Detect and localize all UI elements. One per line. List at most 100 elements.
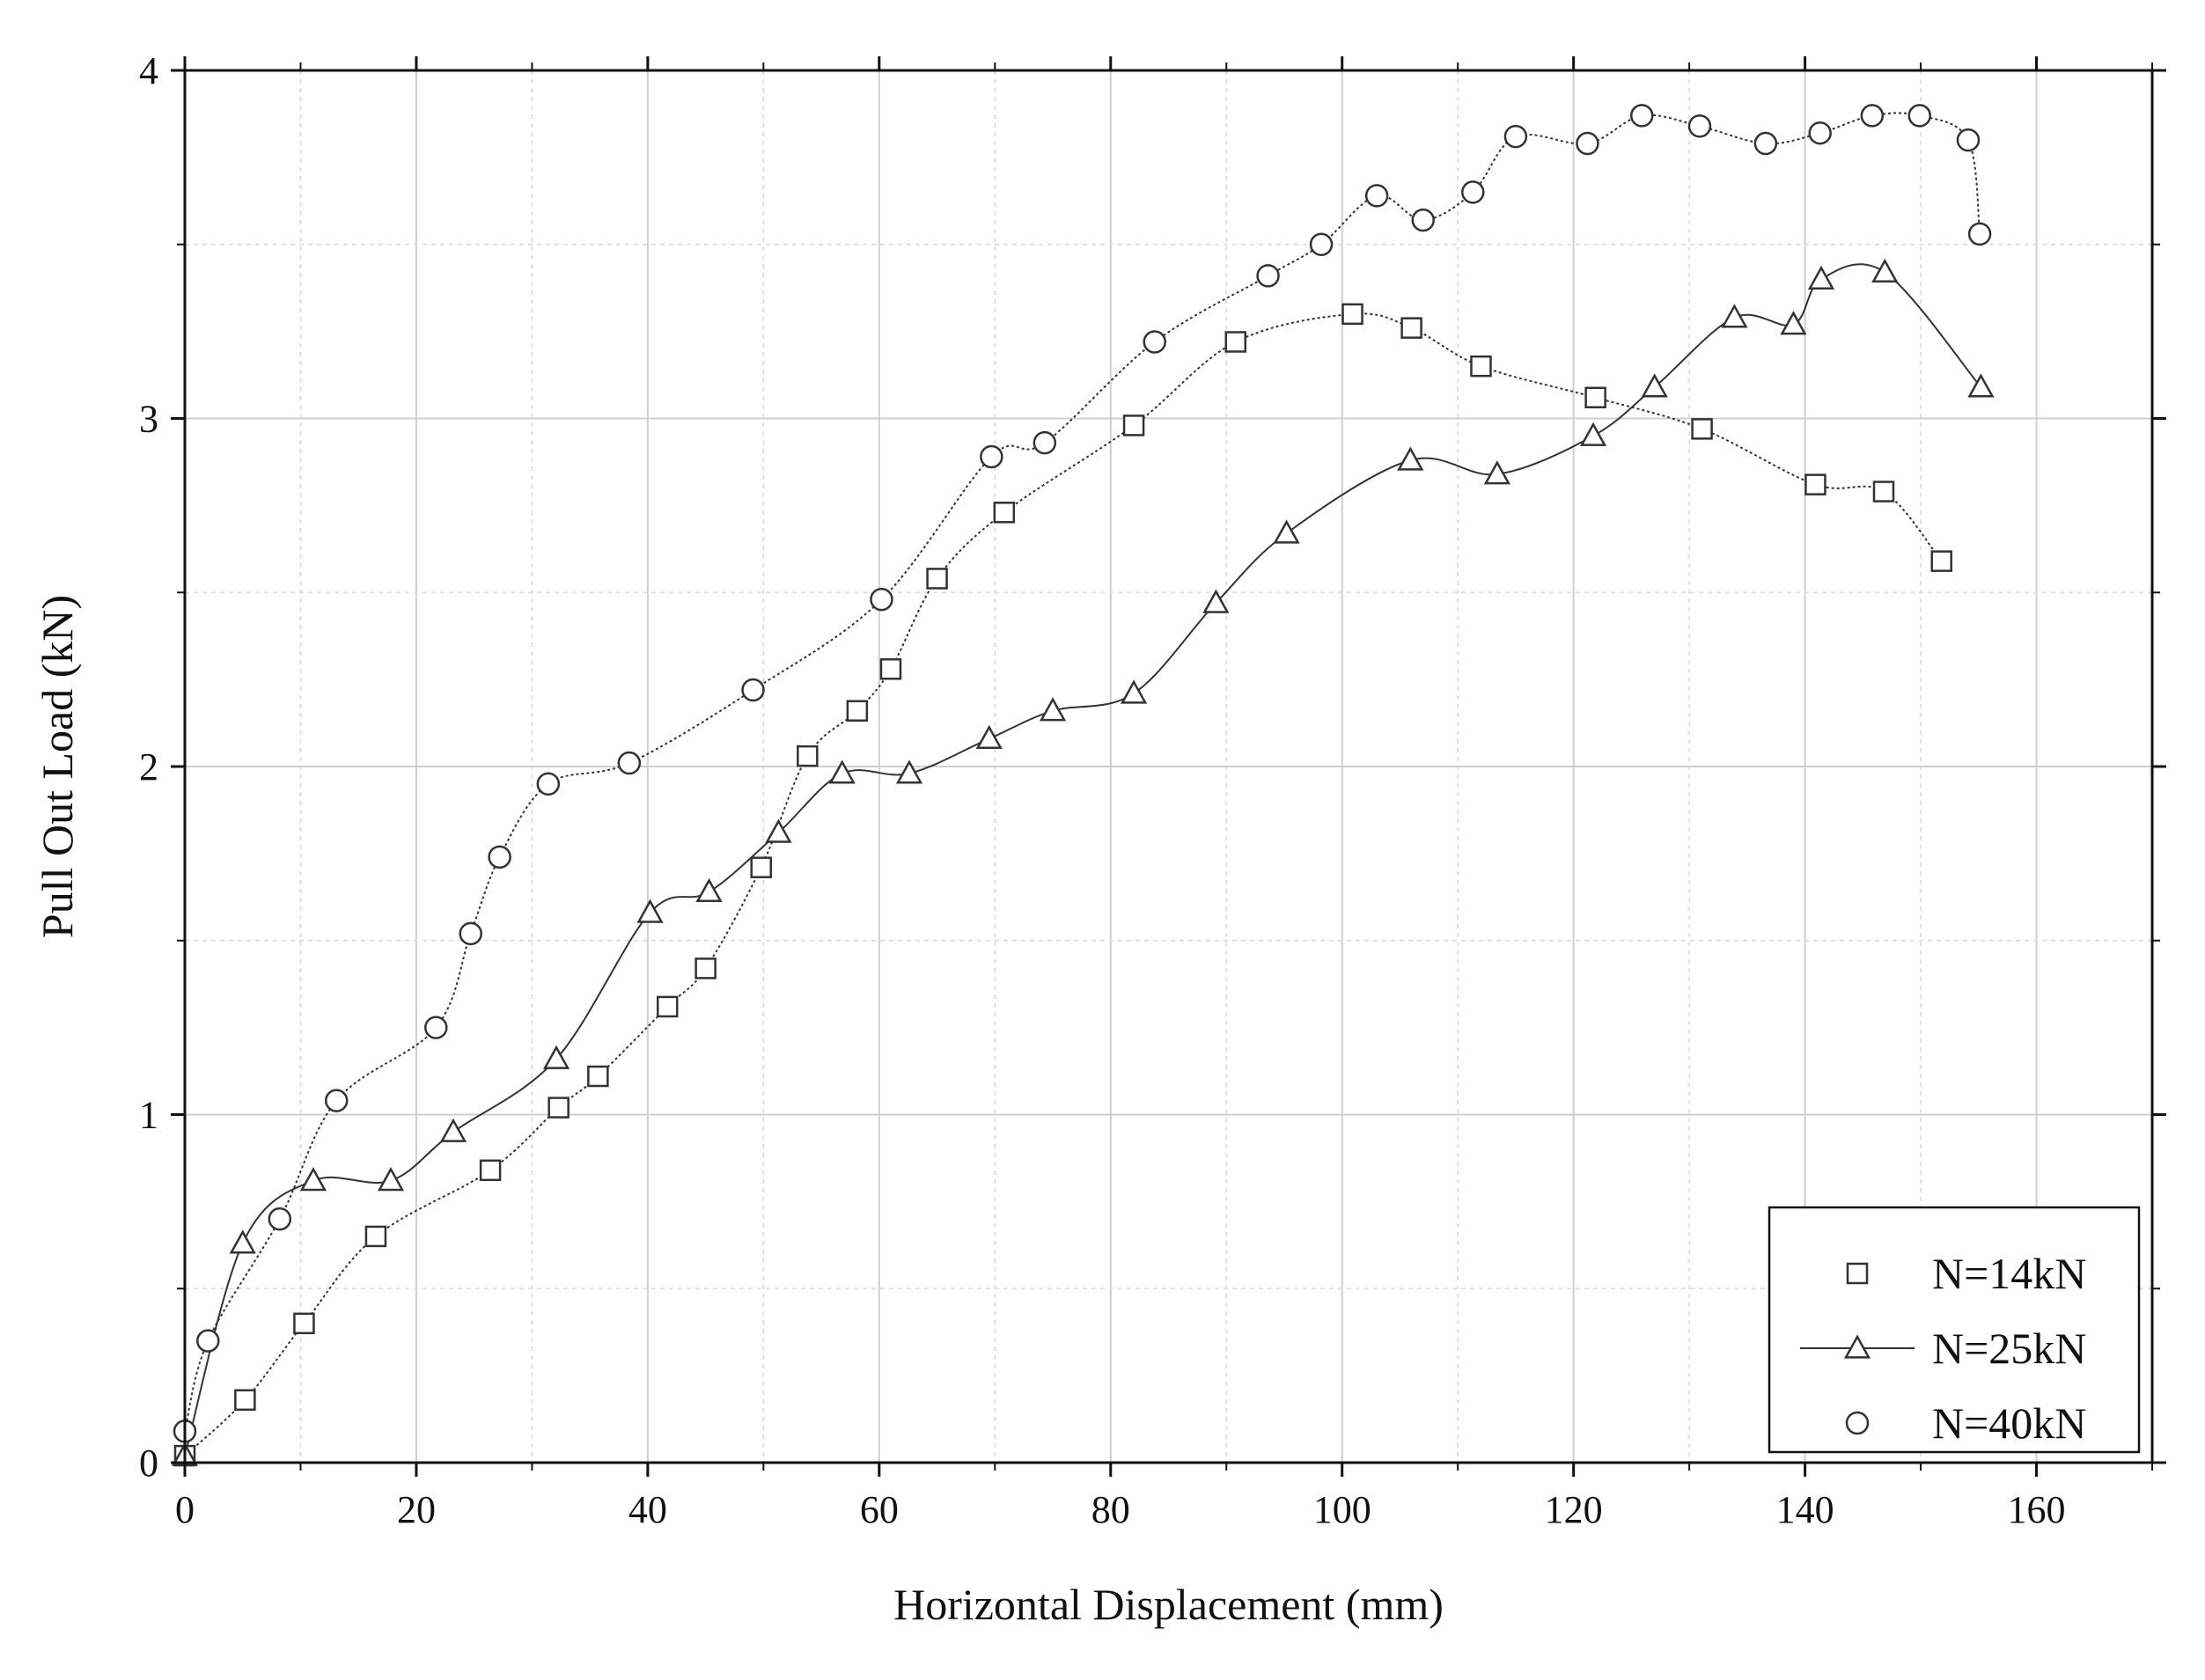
data-point-square [1930, 550, 1952, 572]
data-point-triangle [1039, 697, 1067, 722]
legend-item-circle: N=40kN [1845, 1398, 2086, 1448]
data-point-circle [1576, 131, 1599, 156]
series-circle [173, 104, 1992, 1443]
data-point-circle [1411, 208, 1435, 232]
data-point-square [1224, 331, 1247, 353]
data-point-triangle [1721, 304, 1748, 328]
data-point-triangle [1120, 679, 1148, 704]
data-point-circle [870, 587, 893, 612]
data-point-triangle [229, 1229, 256, 1254]
data-point-square [587, 1065, 609, 1088]
data-point-square [656, 995, 679, 1018]
data-point-triangle [695, 877, 723, 903]
data-point-square [1804, 473, 1826, 495]
data-point-square [364, 1225, 387, 1248]
data-point-square [1122, 414, 1145, 437]
series-triangle [171, 258, 1995, 1466]
data-point-circle [1309, 232, 1334, 256]
y-tick-label: 3 [139, 398, 158, 441]
data-point-circle [459, 921, 482, 946]
data-point-square [1470, 355, 1492, 378]
data-point-circle [1907, 104, 1931, 128]
data-point-circle [1364, 184, 1389, 208]
y-tick-label: 4 [139, 49, 158, 92]
data-point-circle [536, 772, 561, 796]
data-point-square [479, 1159, 502, 1182]
data-point-triangle [636, 899, 664, 923]
data-point-square [846, 700, 869, 722]
data-point-square [1400, 317, 1422, 339]
data-point-circle [617, 751, 642, 775]
data-point-square [797, 745, 819, 767]
data-point-square [993, 502, 1016, 524]
x-tick-label: 20 [397, 1488, 436, 1531]
data-point-triangle [1202, 589, 1230, 613]
data-point-circle [268, 1207, 292, 1231]
x-tick-label: 60 [860, 1488, 899, 1531]
data-point-circle [980, 444, 1003, 469]
legend-marker-square [1846, 1262, 1869, 1285]
y-tick-label: 0 [139, 1442, 158, 1485]
data-point-circle [1033, 430, 1057, 455]
ticks [171, 56, 2166, 1477]
data-point-circle [1687, 114, 1712, 138]
data-point-triangle [1807, 265, 1835, 290]
x-tick-label: 40 [628, 1488, 667, 1531]
legend: N=14kN N=25kN N=40kN [1768, 1206, 2141, 1454]
data-point-circle [196, 1329, 220, 1353]
y-axis-title: Pull Out Load (kN) [33, 595, 82, 938]
data-point-circle [424, 1016, 448, 1039]
data-point-square [1341, 303, 1363, 326]
data-point-circle [1967, 222, 1992, 246]
legend-marker-circle [1845, 1411, 1870, 1435]
data-point-circle [1753, 131, 1778, 156]
data-point-square [293, 1312, 315, 1335]
legend-item-square: N=14kN [1846, 1249, 2086, 1298]
data-point-triangle [1780, 311, 1807, 335]
data-point-triangle [828, 759, 856, 784]
series-layer [171, 104, 1995, 1467]
data-point-circle [1956, 128, 1981, 152]
data-point-triangle [1641, 373, 1668, 398]
data-point-circle [1808, 121, 1832, 145]
legend-label-square: N=14kN [1932, 1249, 2086, 1298]
data-point-triangle [1871, 258, 1899, 283]
data-point-square [695, 957, 717, 979]
data-point-square [879, 658, 902, 680]
data-point-triangle [1967, 373, 1995, 398]
x-tick-label: 140 [1776, 1488, 1834, 1531]
data-point-circle [1629, 104, 1654, 128]
data-point-circle [1143, 330, 1166, 354]
legend-label-triangle: N=25kN [1932, 1324, 2086, 1373]
data-point-triangle [377, 1167, 405, 1192]
data-point-triangle [439, 1118, 467, 1142]
data-point-triangle [299, 1167, 327, 1192]
grid [185, 70, 2152, 1463]
y-tick-label: 1 [139, 1094, 158, 1137]
data-point-triangle [1397, 446, 1424, 471]
legend-label-circle: N=40kN [1932, 1398, 2086, 1448]
data-point-triangle [1483, 460, 1511, 485]
legend-item-triangle: N=25kN [1800, 1324, 2086, 1373]
tick-labels: 0 20 40 60 80 100 120 140 160 0 1 2 3 4 [139, 49, 2066, 1531]
y-tick-label: 2 [139, 745, 158, 789]
data-point-square [234, 1389, 256, 1412]
data-point-triangle [765, 818, 792, 843]
data-point-square [1872, 481, 1895, 503]
data-point-triangle [1273, 519, 1300, 544]
data-point-triangle [975, 724, 1003, 750]
x-tick-label: 100 [1313, 1488, 1371, 1531]
data-point-circle [1461, 180, 1485, 204]
data-point-circle [1860, 104, 1885, 128]
data-point-circle [741, 678, 765, 702]
data-point-circle [488, 845, 511, 869]
data-point-square [750, 856, 772, 878]
data-point-circle [324, 1089, 349, 1112]
data-point-triangle [542, 1045, 570, 1069]
data-point-triangle [1579, 422, 1607, 446]
data-point-square [926, 568, 948, 590]
x-axis-title: Horizontal Displacement (mm) [893, 1580, 1444, 1629]
legend-box [1768, 1206, 2141, 1454]
x-tick-label: 120 [1545, 1488, 1603, 1531]
